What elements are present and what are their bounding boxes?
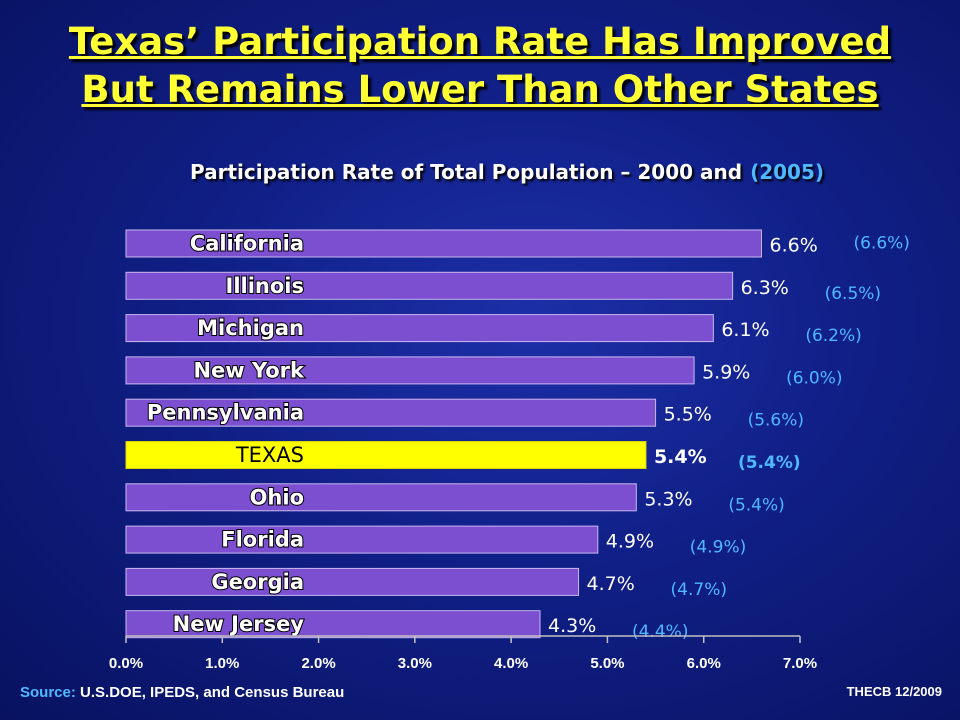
category-label: TEXAS bbox=[235, 443, 304, 467]
bar bbox=[125, 483, 637, 512]
value-label-2000: 5.5% bbox=[664, 404, 712, 426]
title-line-1: Texas’ Participation Rate Has Improved bbox=[68, 20, 892, 63]
value-label-2005: (6.2%) bbox=[805, 326, 861, 346]
subtitle-alt: (2005) bbox=[750, 160, 825, 184]
chart-subtitle: Participation Rate of Total Population –… bbox=[0, 160, 960, 184]
category-label: California bbox=[190, 232, 304, 256]
value-label-2000: 5.9% bbox=[702, 361, 750, 383]
value-label-2000: 6.1% bbox=[721, 319, 769, 341]
x-tick-label: 0.0% bbox=[109, 655, 143, 672]
value-label-2005: (6.0%) bbox=[786, 368, 842, 388]
bar bbox=[125, 398, 657, 427]
bar bbox=[125, 441, 647, 469]
category-label: Florida bbox=[221, 528, 304, 552]
source-label: Source: bbox=[20, 684, 76, 701]
x-tick-label: 7.0% bbox=[783, 655, 817, 672]
bar bbox=[125, 525, 599, 554]
subtitle-main: Participation Rate of Total Population –… bbox=[189, 160, 743, 184]
bar bbox=[125, 229, 762, 258]
category-label: Pennsylvania bbox=[147, 401, 304, 425]
x-tick-label: 6.0% bbox=[687, 655, 721, 672]
x-tick-label: 3.0% bbox=[398, 655, 432, 672]
value-label-2005: (5.6%) bbox=[748, 411, 804, 431]
bar bbox=[125, 356, 695, 385]
bar bbox=[125, 567, 580, 596]
value-label-2005: (6.6%) bbox=[853, 234, 909, 254]
value-label-2000: 6.3% bbox=[741, 277, 789, 299]
value-label-2000: 5.4% bbox=[654, 446, 707, 468]
value-label-2005: (5.4%) bbox=[728, 495, 784, 515]
category-label: Ohio bbox=[250, 485, 304, 509]
category-label: Georgia bbox=[211, 570, 304, 594]
credit-note: THECB 12/2009 bbox=[846, 684, 942, 699]
value-label-2005: (4.4%) bbox=[632, 622, 688, 642]
category-label: New York bbox=[193, 358, 305, 382]
source-note: Source: U.S.DOE, IPEDS, and Census Burea… bbox=[20, 684, 344, 701]
x-tick-label: 1.0% bbox=[205, 655, 239, 672]
category-label: New Jersey bbox=[173, 612, 305, 636]
x-tick-label: 4.0% bbox=[494, 655, 528, 672]
value-label-2000: 4.3% bbox=[548, 615, 596, 637]
x-tick-label: 2.0% bbox=[301, 655, 335, 672]
title-line-2: But Remains Lower Than Other States bbox=[81, 68, 879, 111]
value-label-2000: 4.9% bbox=[606, 531, 654, 553]
bar bbox=[125, 610, 541, 639]
category-label: Illinois bbox=[226, 274, 304, 298]
slide-title: Texas’ Participation Rate Has Improved B… bbox=[0, 18, 960, 114]
category-label: Michigan bbox=[197, 316, 304, 340]
value-label-2000: 5.3% bbox=[644, 488, 692, 510]
x-tick-label: 5.0% bbox=[590, 655, 624, 672]
value-label-2005: (5.4%) bbox=[738, 453, 801, 473]
value-label-2000: 6.6% bbox=[769, 235, 817, 257]
value-label-2005: (4.9%) bbox=[690, 538, 746, 558]
value-label-2005: (4.7%) bbox=[671, 580, 727, 600]
value-label-2000: 4.7% bbox=[587, 573, 635, 595]
value-label-2005: (6.5%) bbox=[825, 284, 881, 304]
bar bbox=[125, 271, 734, 300]
bar bbox=[125, 314, 714, 343]
source-text: U.S.DOE, IPEDS, and Census Bureau bbox=[80, 684, 345, 701]
